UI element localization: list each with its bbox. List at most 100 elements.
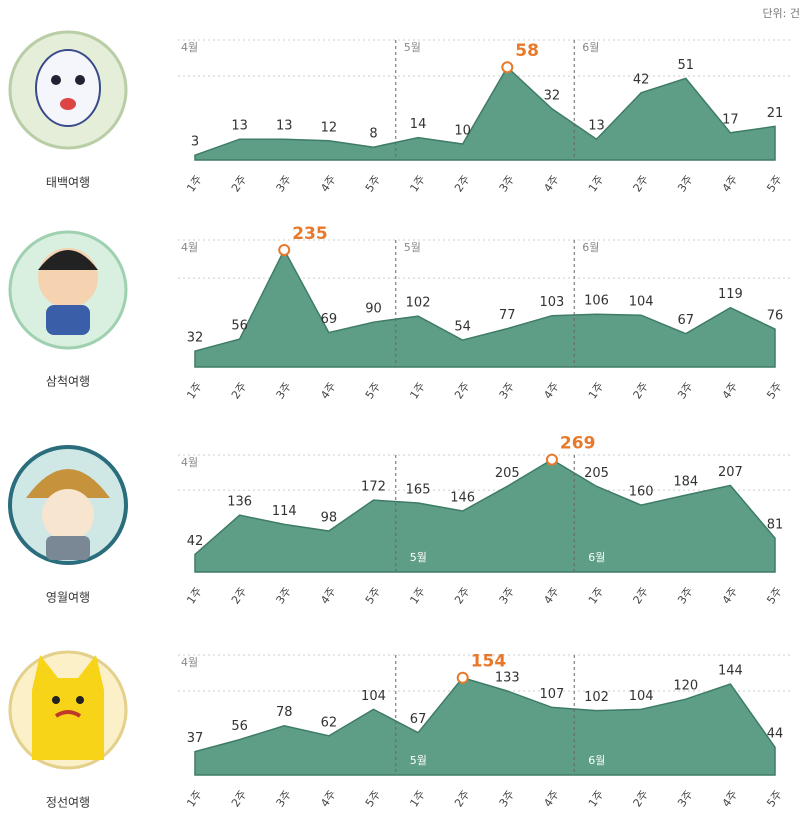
month-label: 5월: [404, 241, 421, 254]
data-label: 114: [272, 504, 297, 519]
x-tick-label: 1주: [184, 585, 204, 606]
x-tick-label: 4주: [318, 585, 338, 606]
row-label: 삼척여행: [46, 374, 90, 389]
data-label: 14: [410, 117, 427, 132]
month-label: 6월: [582, 41, 599, 54]
x-tick-label: 4주: [720, 788, 740, 809]
x-tick-label: 4주: [541, 788, 561, 809]
data-label: 8: [369, 127, 377, 142]
data-label: 12: [321, 120, 338, 135]
x-tick-label: 1주: [586, 585, 606, 606]
x-tick-label: 4주: [720, 173, 740, 194]
data-label: 104: [361, 689, 386, 704]
data-label: 81: [767, 518, 784, 533]
x-tick-label: 3주: [497, 585, 517, 606]
x-tick-label: 1주: [586, 173, 606, 194]
x-tick-label: 2주: [631, 788, 651, 809]
data-label: 154: [471, 652, 507, 672]
highlight-point: [547, 455, 557, 465]
x-tick-label: 5주: [363, 173, 383, 194]
x-tick-label: 3주: [497, 788, 517, 809]
x-tick-label: 3주: [675, 788, 695, 809]
x-tick-label: 2주: [452, 380, 472, 401]
x-tick-label: 2주: [229, 380, 249, 401]
data-label: 37: [187, 731, 204, 746]
page: {"unit_label": "단위: 건", "chart_data": [ …: [0, 0, 807, 817]
x-tick-label: 4주: [541, 380, 561, 401]
data-label: 42: [633, 72, 650, 87]
x-tick-label: 1주: [184, 788, 204, 809]
x-tick-label: 5주: [764, 788, 784, 809]
x-tick-label: 4주: [541, 173, 561, 194]
x-tick-label: 2주: [229, 173, 249, 194]
data-label: 44: [767, 727, 784, 742]
data-label: 78: [276, 705, 293, 720]
data-label: 21: [767, 106, 784, 121]
data-label: 102: [584, 690, 609, 705]
data-label: 69: [321, 312, 338, 327]
data-label: 32: [544, 88, 561, 103]
data-label: 10: [454, 124, 471, 139]
data-label: 3: [191, 135, 199, 150]
x-tick-label: 1주: [407, 585, 427, 606]
month-label: 4월: [181, 241, 198, 254]
x-tick-label: 2주: [452, 788, 472, 809]
row-label: 정선여행: [46, 795, 90, 810]
x-tick-label: 3주: [274, 585, 294, 606]
x-tick-label: 1주: [407, 788, 427, 809]
data-label: 32: [187, 331, 204, 346]
data-label: 98: [321, 511, 338, 526]
x-tick-label: 3주: [274, 380, 294, 401]
data-label: 106: [584, 294, 609, 309]
x-tick-label: 4주: [541, 585, 561, 606]
data-label: 205: [495, 466, 520, 481]
x-tick-label: 5주: [363, 380, 383, 401]
data-label: 13: [231, 119, 248, 134]
data-label: 235: [292, 224, 328, 244]
data-label: 144: [718, 664, 743, 679]
data-label: 136: [227, 495, 252, 510]
highlight-point: [458, 673, 468, 683]
data-label: 133: [495, 671, 520, 686]
data-label: 165: [406, 483, 431, 498]
data-label: 172: [361, 480, 386, 495]
x-tick-label: 2주: [229, 788, 249, 809]
data-label: 104: [629, 295, 654, 310]
data-label: 58: [515, 41, 539, 61]
x-tick-label: 3주: [274, 788, 294, 809]
data-label: 146: [450, 490, 475, 505]
data-label: 51: [677, 58, 694, 73]
data-label: 76: [767, 309, 784, 324]
area: [195, 67, 775, 160]
mascot-4: [10, 652, 126, 768]
x-tick-label: 5주: [764, 585, 784, 606]
month-label: 5월: [410, 754, 427, 767]
data-label: 62: [321, 715, 338, 730]
month-label: 5월: [404, 41, 421, 54]
month-label: 6월: [588, 551, 605, 564]
data-label: 17: [722, 112, 739, 127]
data-label: 103: [540, 295, 565, 310]
data-label: 13: [276, 119, 293, 134]
x-tick-label: 1주: [184, 380, 204, 401]
mascot-1: [10, 32, 126, 148]
data-label: 54: [454, 320, 471, 335]
data-label: 207: [718, 465, 743, 480]
x-tick-label: 4주: [720, 585, 740, 606]
data-label: 67: [677, 313, 694, 328]
x-tick-label: 3주: [274, 173, 294, 194]
x-tick-label: 2주: [631, 380, 651, 401]
x-tick-label: 1주: [184, 173, 204, 194]
highlight-point: [502, 62, 512, 72]
x-tick-label: 4주: [318, 173, 338, 194]
data-label: 120: [673, 679, 698, 694]
x-tick-label: 1주: [586, 788, 606, 809]
data-label: 107: [540, 687, 565, 702]
x-tick-label: 3주: [675, 585, 695, 606]
data-label: 42: [187, 534, 204, 549]
data-label: 90: [365, 302, 382, 317]
data-label: 160: [629, 485, 654, 500]
x-tick-label: 3주: [675, 173, 695, 194]
x-tick-label: 3주: [497, 380, 517, 401]
x-tick-label: 1주: [407, 380, 427, 401]
